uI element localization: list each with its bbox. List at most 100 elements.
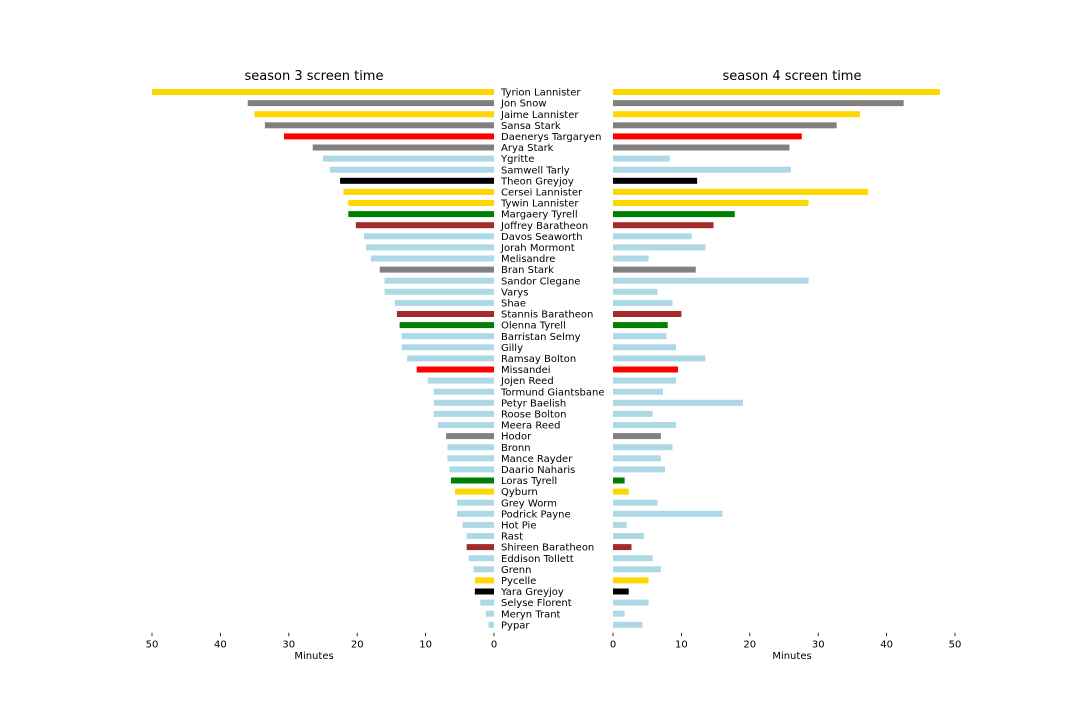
character-label-tyrion-lannister: Tyrion Lannister — [500, 88, 581, 99]
character-label-loras-tyrell: Loras Tyrell — [501, 476, 557, 487]
character-label-varys: Varys — [501, 287, 528, 298]
character-label-eddison-tollett: Eddison Tollett — [501, 554, 574, 565]
x-tick-label-s4-20: 20 — [743, 639, 756, 650]
character-label-margaery-tyrell: Margaery Tyrell — [501, 210, 578, 221]
bar-s3-pycelle — [474, 577, 494, 584]
character-label-tywin-lannister: Tywin Lannister — [500, 199, 579, 210]
bar-s3-theon-greyjoy — [340, 177, 494, 184]
bar-s4-meera-reed — [613, 422, 676, 428]
bar-s3-selyse-florent — [480, 599, 494, 606]
bar-s3-hodor — [446, 433, 494, 440]
bar-s4-olenna-tyrell — [613, 322, 668, 329]
chart-title-season-3: season 3 screen time — [245, 69, 384, 84]
bar-s3-jorah-mormont — [366, 244, 494, 251]
character-label-pypar: Pypar — [501, 620, 530, 631]
bar-s3-shae — [394, 299, 494, 306]
character-label-selyse-florent: Selyse Florent — [501, 598, 572, 609]
character-label-daario-naharis: Daario Naharis — [501, 465, 575, 476]
bar-s3-jaime-lannister — [254, 111, 494, 118]
bar-s4-rast — [613, 533, 644, 539]
character-label-yara-greyjoy: Yara Greyjoy — [500, 587, 564, 598]
character-label-roose-bolton: Roose Bolton — [501, 410, 566, 421]
bar-s4-bronn — [613, 444, 673, 451]
bar-s3-missandei — [416, 366, 494, 373]
character-label-jon-snow: Jon Snow — [500, 99, 547, 110]
bar-s4-cersei-lannister — [613, 188, 869, 195]
bar-s4-pypar — [613, 621, 643, 628]
bar-s3-meera-reed — [437, 422, 494, 428]
bar-s4-daario-naharis — [613, 466, 665, 473]
bar-s3-arya-stark — [312, 144, 494, 151]
bar-s3-daario-naharis — [449, 466, 494, 473]
character-label-shireen-baratheon: Shireen Baratheon — [501, 543, 594, 554]
character-label-melisandre: Melisandre — [501, 254, 555, 265]
bar-s4-ygritte — [613, 155, 670, 162]
bar-s4-qyburn — [613, 488, 629, 495]
bar-s4-margaery-tyrell — [613, 211, 735, 218]
x-tick-label-s4-30: 30 — [812, 639, 825, 650]
bar-s3-qyburn — [455, 488, 494, 495]
character-label-daenerys-targaryen: Daenerys Targaryen — [501, 132, 601, 143]
bar-s3-gilly — [401, 344, 494, 351]
bar-s3-rast — [466, 533, 494, 539]
x-tick-label-s3-20: 20 — [351, 639, 364, 650]
bar-s4-melisandre — [613, 255, 649, 262]
character-label-arya-stark: Arya Stark — [501, 143, 554, 154]
character-label-sansa-stark: Sansa Stark — [501, 121, 561, 132]
bar-s3-bronn — [447, 444, 494, 451]
character-label-theon-greyjoy: Theon Greyjoy — [500, 176, 574, 187]
x-tick-label-s3-50: 50 — [146, 639, 159, 650]
character-label-jorah-mormont: Jorah Mormont — [500, 243, 575, 254]
bar-s3-daenerys-targaryen — [284, 133, 494, 140]
bar-s4-meryn-trant — [613, 610, 625, 617]
bar-s4-petyr-baelish — [613, 399, 743, 406]
bar-s4-varys — [613, 288, 658, 295]
character-label-pycelle: Pycelle — [501, 576, 536, 587]
character-label-ygritte: Ygritte — [500, 154, 534, 165]
bar-s4-tyrion-lannister — [613, 89, 940, 95]
bar-s4-podrick-payne — [613, 510, 723, 517]
bar-s3-ramsay-bolton — [407, 355, 494, 362]
bar-s4-stannis-baratheon — [613, 311, 682, 317]
bar-s3-roose-bolton — [433, 410, 494, 417]
bar-s3-meryn-trant — [485, 610, 494, 617]
bar-s4-missandei — [613, 366, 678, 373]
x-tick-label-s4-10: 10 — [675, 639, 688, 650]
bar-s4-yara-greyjoy — [613, 588, 629, 595]
character-label-grey-worm: Grey Worm — [501, 498, 557, 509]
bar-s3-petyr-baelish — [433, 399, 494, 406]
character-label-gilly: Gilly — [501, 343, 523, 354]
x-tick-label-s3-0: 0 — [491, 639, 497, 650]
bar-s4-shae — [613, 299, 673, 306]
bar-s3-jon-snow — [247, 100, 494, 107]
x-axis-label-season-3: Minutes — [294, 651, 333, 662]
bar-s4-selyse-florent — [613, 599, 649, 606]
bar-s4-theon-greyjoy — [613, 177, 698, 184]
bar-s3-varys — [384, 288, 494, 295]
bar-s3-tormund-giantsbane — [433, 388, 494, 395]
character-label-stannis-baratheon: Stannis Baratheon — [501, 310, 593, 321]
character-label-samwell-tarly: Samwell Tarly — [501, 165, 570, 176]
character-label-bronn: Bronn — [501, 443, 531, 454]
character-label-grenn: Grenn — [501, 565, 531, 576]
x-tick-label-s3-40: 40 — [214, 639, 227, 650]
bar-s4-shireen-baratheon — [613, 544, 632, 551]
bar-s4-grenn — [613, 566, 661, 573]
character-label-missandei: Missandei — [501, 365, 551, 376]
season-4-panel: 0 10 20 30 40 50 — [610, 89, 961, 650]
character-label-hot-pie: Hot Pie — [501, 521, 536, 532]
bar-s3-mance-rayder — [447, 455, 494, 462]
character-label-rast: Rast — [501, 532, 523, 543]
bar-s3-cersei-lannister — [343, 188, 494, 195]
bar-s4-daenerys-targaryen — [613, 133, 802, 140]
bar-s4-grey-worm — [613, 499, 658, 506]
character-label-shae: Shae — [501, 299, 526, 310]
bar-s3-podrick-payne — [457, 510, 494, 517]
bar-s4-gilly — [613, 344, 676, 351]
bar-s4-sandor-clegane — [613, 277, 809, 284]
character-label-hodor: Hodor — [501, 432, 532, 443]
character-label-davos-seaworth: Davos Seaworth — [501, 232, 583, 243]
bar-s4-arya-stark — [613, 144, 790, 151]
